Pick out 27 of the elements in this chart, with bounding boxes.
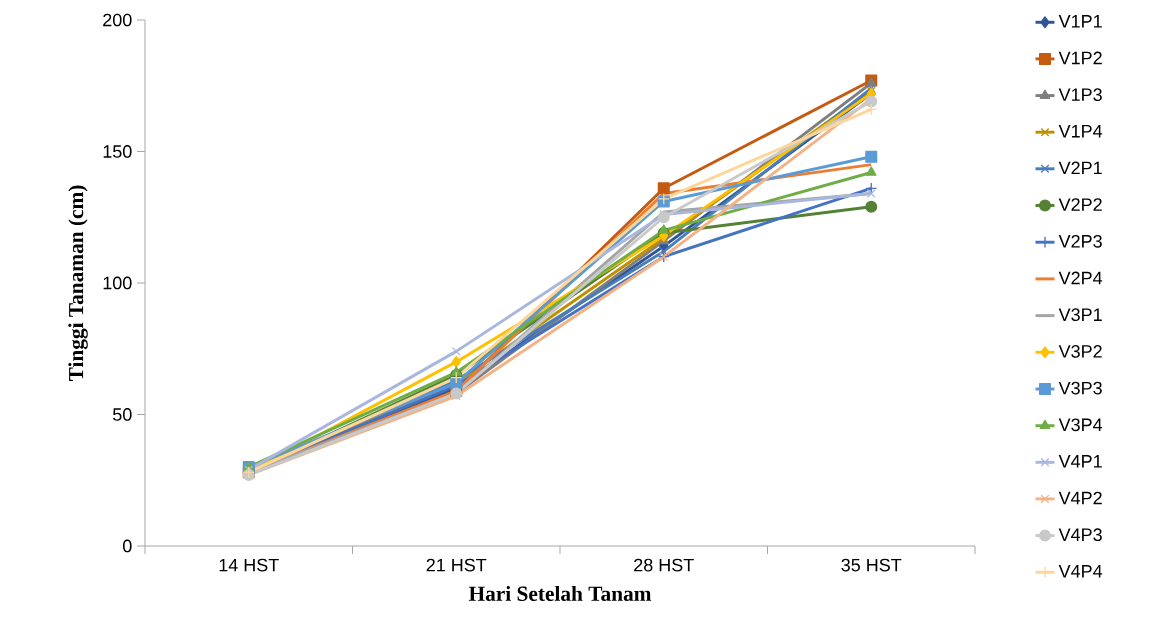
legend-label: V1P4 bbox=[1058, 125, 1103, 138]
legend-label: V1P2 bbox=[1058, 51, 1102, 65]
legend-label: V4P3 bbox=[1058, 528, 1102, 542]
x-tick-label: 35 HST bbox=[841, 558, 902, 572]
legend-label: V4P2 bbox=[1058, 491, 1102, 505]
x-tick-label: 21 HST bbox=[426, 558, 487, 572]
legend-label: V2P3 bbox=[1058, 234, 1102, 248]
x-tick-label: 28 HST bbox=[634, 558, 694, 572]
legend-label: V3P3 bbox=[1058, 381, 1102, 395]
y-tick-label: 150 bbox=[103, 145, 132, 158]
legend-label: V3P2 bbox=[1058, 345, 1102, 358]
legend-label: V4P4 bbox=[1058, 565, 1103, 578]
y-tick-label: 100 bbox=[103, 276, 132, 290]
legend-label: V1P1 bbox=[1058, 15, 1102, 28]
legend-label: V1P3 bbox=[1058, 88, 1102, 102]
legend-label: V4P1 bbox=[1058, 455, 1102, 468]
y-tick-label: 200 bbox=[103, 13, 132, 27]
x-tick-label: 14 HST bbox=[219, 558, 279, 572]
y-axis-title: Tinggi Tanaman (cm) bbox=[68, 185, 88, 382]
y-tick-label: 0 bbox=[123, 539, 132, 553]
legend-label: V2P4 bbox=[1058, 271, 1103, 285]
x-axis-title: Hari Setelah Tanam bbox=[468, 585, 652, 601]
legend-label: V2P2 bbox=[1058, 198, 1102, 211]
y-tick-label: 50 bbox=[112, 408, 132, 421]
legend-label: V3P4 bbox=[1058, 418, 1103, 432]
legend-label: V3P1 bbox=[1058, 308, 1102, 322]
legend-label: V2P1 bbox=[1058, 161, 1102, 175]
